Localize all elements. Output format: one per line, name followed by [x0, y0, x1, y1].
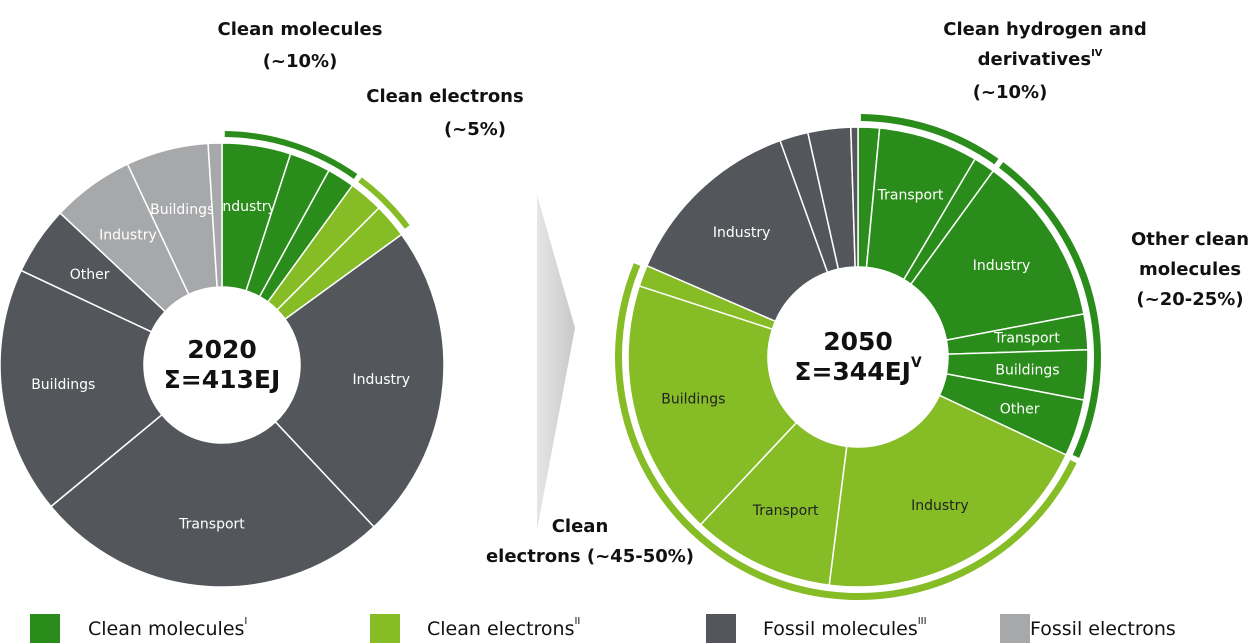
segment-label: Transport [178, 517, 245, 533]
label-text: Σ=413EJ [164, 365, 281, 394]
label-sup: IV [1091, 48, 1103, 59]
label-text: Clean electrons [366, 86, 523, 107]
transition-arrow [537, 195, 575, 530]
label-main: derivatives [978, 49, 1091, 70]
label-text: derivativesIV [978, 48, 1103, 70]
donut-segment [274, 233, 445, 528]
donut-segment [627, 284, 798, 526]
label-main: Σ=344EJ [794, 357, 911, 386]
group-arc [224, 131, 358, 179]
donut-segment [645, 139, 829, 323]
label-text: Other clean [1131, 229, 1249, 250]
segment-label: Buildings [31, 377, 95, 393]
label-text: Clean hydrogen and [943, 19, 1147, 40]
legend-label: Clean moleculesI [88, 616, 247, 640]
group-arc [358, 177, 410, 229]
label-text: Clean molecules [218, 19, 383, 40]
donut-segment [49, 413, 376, 588]
group-arc [860, 114, 999, 165]
segment-label: Industry [352, 372, 410, 388]
donut-segment [207, 142, 223, 288]
label-text: (~10%) [263, 51, 338, 72]
label-text: (~10%) [973, 82, 1048, 103]
label-text: (~5%) [444, 119, 506, 140]
legend-label: Clean electronsII [427, 616, 580, 640]
segment-label: Industry [218, 199, 276, 215]
segment-label: Other [70, 267, 110, 283]
label-text: electrons (~45-50%) [486, 546, 694, 567]
label-text: 2020 [187, 335, 257, 364]
segment-label: Industry [973, 258, 1031, 274]
legend-name: Fossil electrons [1030, 618, 1176, 640]
legend-label: Fossil moleculesIII [763, 616, 927, 640]
segment-label: Industry [911, 498, 969, 514]
segment-label: Buildings [150, 202, 214, 218]
donut-segment [850, 126, 859, 268]
legend-label: Fossil electrons [1030, 618, 1176, 640]
label-text: Σ=344EJV [794, 355, 922, 386]
label-sup: V [911, 355, 922, 371]
legend-name: Clean molecules [88, 618, 244, 640]
donut-segment [0, 269, 163, 508]
label-text: Clean [552, 516, 609, 537]
segment-label: Transport [752, 503, 819, 519]
segment-label: Other [1000, 402, 1040, 418]
legend-name: Clean electrons [427, 618, 574, 640]
legend-sup: I [244, 616, 247, 627]
label-text: molecules [1139, 259, 1241, 280]
label-text: (~20-25%) [1136, 289, 1243, 310]
segment-label: Industry [713, 225, 771, 241]
legend-swatch [706, 614, 736, 643]
segment-label: Industry [99, 228, 157, 244]
segment-label: Buildings [995, 362, 1059, 378]
donut-segment [828, 394, 1068, 588]
legend-swatch [1000, 614, 1030, 643]
legend-sup: III [918, 616, 927, 627]
donut-segment [909, 169, 1085, 342]
legend-sup: II [574, 616, 580, 627]
segment-label: Transport [877, 187, 944, 203]
segment-label: Transport [993, 330, 1060, 346]
legend-name: Fossil molecules [763, 618, 918, 640]
label-text: 2050 [823, 327, 893, 356]
legend-swatch [370, 614, 400, 643]
legend-swatch [30, 614, 60, 643]
segment-label: Buildings [661, 391, 725, 407]
